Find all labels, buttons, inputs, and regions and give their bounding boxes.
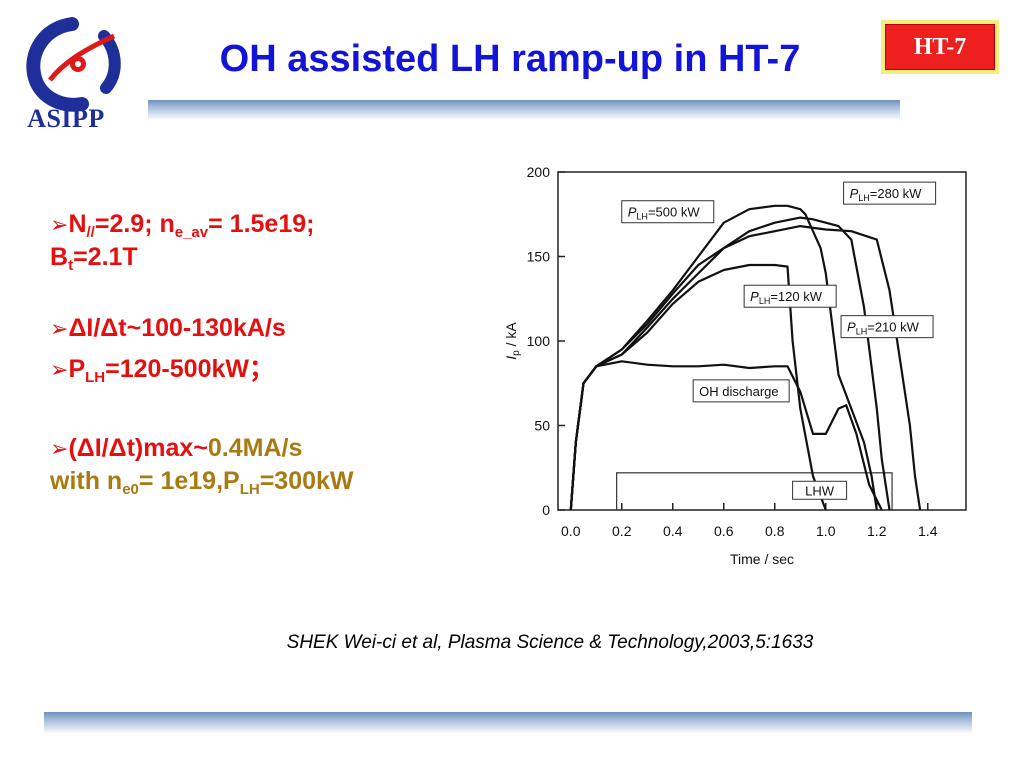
logo-text: ASIPP <box>27 104 105 133</box>
asipp-logo <box>26 17 121 112</box>
series-label-2: PLH=120 kW <box>750 289 823 306</box>
series-label-box-4 <box>692 379 790 403</box>
lhw-label: LHW <box>805 483 835 498</box>
x-axis-label: Time / sec <box>730 551 794 567</box>
series-label-box-0 <box>621 200 715 224</box>
x-tick-label: 1.4 <box>918 523 938 539</box>
series-label-4: OH discharge <box>699 384 778 399</box>
bullet-ramp-rate: ➢ΔI/Δt~100-130kA/s <box>50 314 286 342</box>
chart-frame <box>557 171 967 511</box>
series-line-1 <box>569 216 891 511</box>
series-line-4 <box>569 360 883 511</box>
ht7-badge: HT-7 <box>881 20 999 74</box>
series-label-0: PLH=500 kW <box>628 205 701 222</box>
bullet-list: ➢N//=2.9; ne_av= 1.5e19; Bt=2.1T ➢ΔI/Δt~… <box>50 208 480 498</box>
y-tick-label: 0 <box>542 502 550 518</box>
y-tick-label: 100 <box>527 333 551 349</box>
x-tick-label: 0.2 <box>612 523 632 539</box>
x-tick-label: 1.0 <box>816 523 836 539</box>
bullet-max-ramp: ➢(ΔI/Δt)max~0.4MA/s with ne0= 1e19,PLH=3… <box>50 434 354 498</box>
chart-labels: 0 50 100 150 200 0.0 0.2 0.4 0.6 0.8 1.0 1.2 1.4 Time… <box>503 164 938 567</box>
bullet-arrow-icon: ➢ <box>50 316 69 341</box>
series-label-3: PLH=210 kW <box>847 320 920 337</box>
series-label-box-1 <box>843 181 937 205</box>
y-axis-label: Ip / kA <box>503 322 522 360</box>
series-label-box-2 <box>743 284 837 308</box>
bullet-arrow-icon: ➢ <box>50 436 69 461</box>
x-tick-label: 0.8 <box>765 523 785 539</box>
bullet-parameters: ➢N//=2.9; ne_av= 1.5e19; Bt=2.1T <box>50 210 315 274</box>
citation: SHEK Wei-ci et al, Plasma Science & Tech… <box>286 632 814 653</box>
series-label-box-3 <box>840 315 934 339</box>
footer-bar <box>44 712 972 734</box>
y-tick-label: 200 <box>527 164 551 180</box>
bullet-lh-power: ➢PLH=120-500kW； <box>50 355 274 386</box>
asipp-logo-mark <box>26 17 121 112</box>
bullet-arrow-icon: ➢ <box>50 357 69 382</box>
lhw-label-box <box>792 480 848 500</box>
title-underline-bar <box>148 100 900 120</box>
plasma-current-chart: 0 50 100 150 200 0.0 0.2 0.4 0.6 0.8 1.0 1.2 1.4 Time… <box>503 164 967 567</box>
ht7-badge-label: HT-7 <box>885 24 995 70</box>
x-tick-label: 0.6 <box>714 523 734 539</box>
x-tick-label: 0.4 <box>663 523 683 539</box>
x-tick-label: 1.2 <box>867 523 887 539</box>
series-label-1: PLH=280 kW <box>850 186 923 203</box>
chart-axes-frame <box>557 171 967 511</box>
bullet-arrow-icon: ➢ <box>50 212 69 237</box>
lhw-window-box <box>616 472 893 511</box>
series-line-3 <box>569 225 922 511</box>
x-tick-label: 0.0 <box>561 523 581 539</box>
chart-series <box>569 204 922 511</box>
y-tick-label: 50 <box>534 418 550 434</box>
slide-title: OH assisted LH ramp-up in HT-7 <box>219 38 801 80</box>
y-tick-label: 150 <box>527 249 551 265</box>
